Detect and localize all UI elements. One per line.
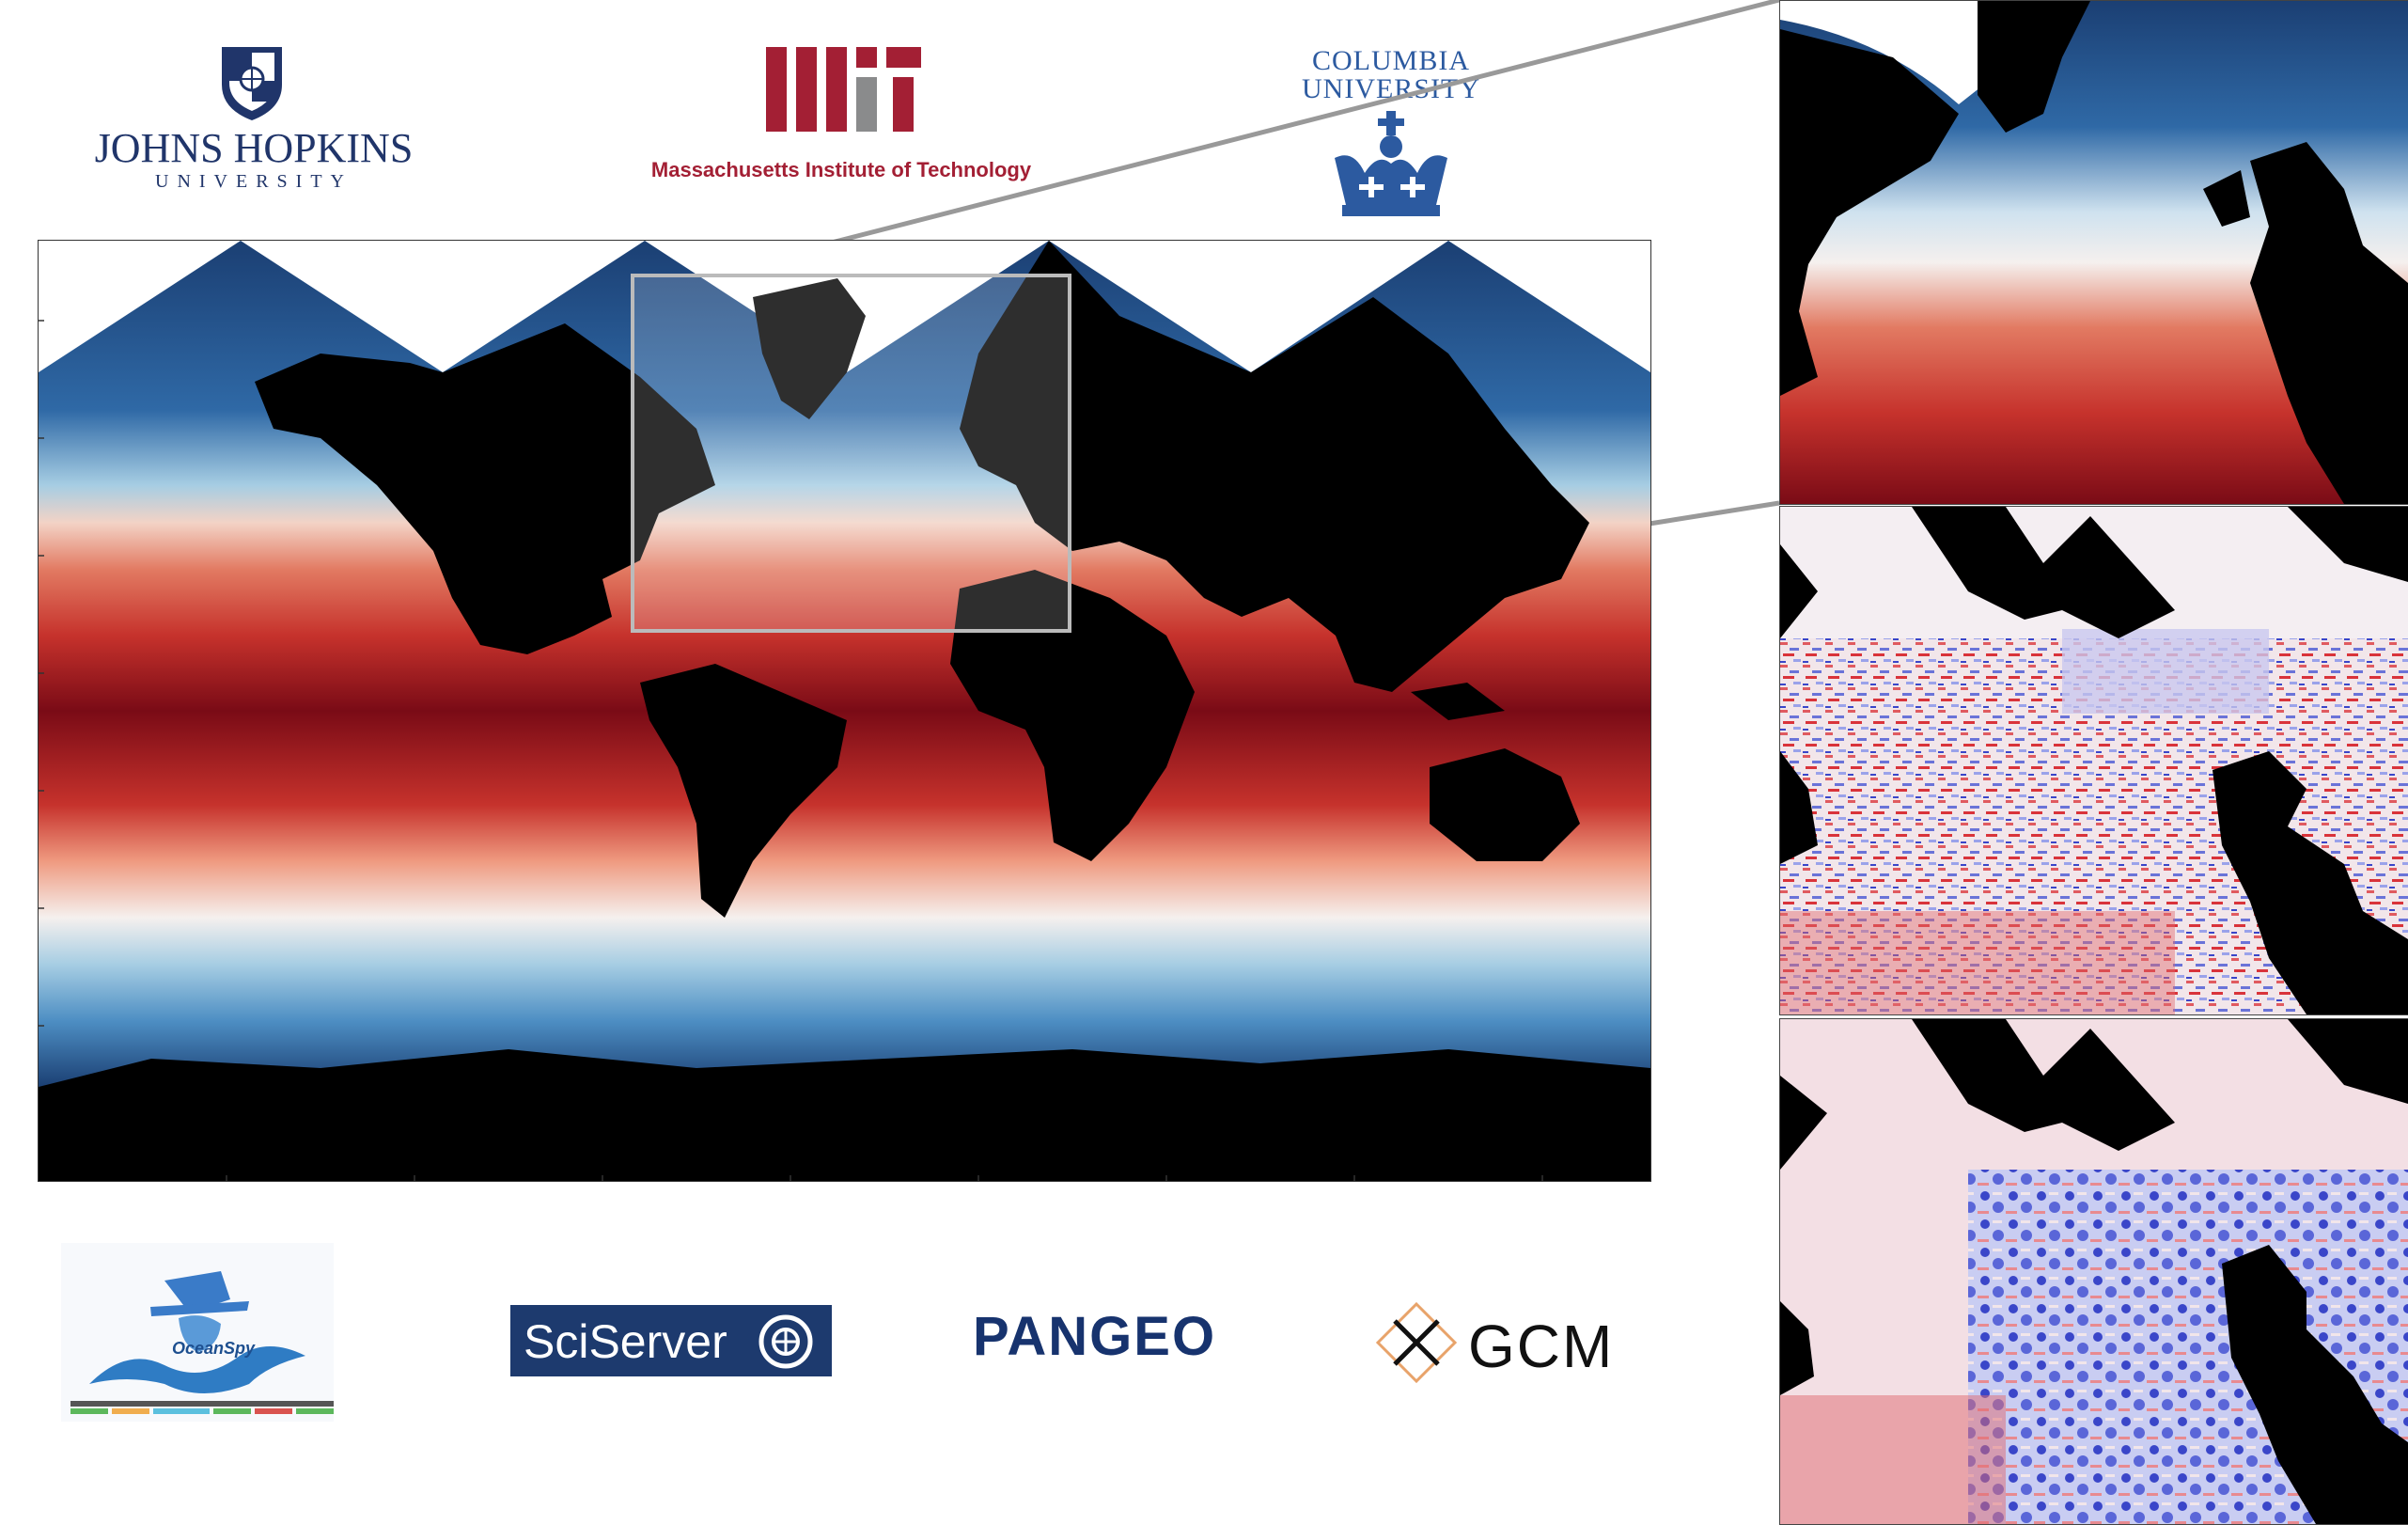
jhu-name: JOHNS HOPKINS xyxy=(94,125,414,171)
sciserver-logo: SciServer xyxy=(510,1305,832,1376)
oceanspy-name: OceanSpy xyxy=(172,1339,256,1358)
north-atlantic-temperature-inset xyxy=(1779,0,2408,505)
oceanspy-logo: OceanSpy xyxy=(61,1243,334,1422)
columbia-university: UNIVERSITY xyxy=(1302,73,1480,104)
zoom-region-box xyxy=(631,274,1071,633)
xgcm-name: GCM xyxy=(1468,1313,1615,1380)
pangeo-logo: PANGEO xyxy=(973,1305,1217,1371)
mit-name: Massachusetts Institute of Technology xyxy=(650,158,1032,181)
jhu-shield-icon xyxy=(222,47,282,120)
north-atlantic-anomaly-inset-2 xyxy=(1779,1018,2408,1525)
north-atlantic-anomaly-inset-1 xyxy=(1779,506,2408,1015)
pangeo-name: PANGEO xyxy=(973,1306,1217,1367)
columbia-name: COLUMBIA xyxy=(1311,45,1470,76)
jhu-subtitle: UNIVERSITY xyxy=(155,171,352,192)
global-temperature-map xyxy=(38,240,1651,1182)
xgcm-logo: GCM xyxy=(1374,1300,1628,1385)
sciserver-globe-icon xyxy=(758,1314,813,1369)
johns-hopkins-logo: JOHNS HOPKINS UNIVERSITY xyxy=(94,38,414,197)
xgcm-diamond-icon xyxy=(1375,1301,1458,1384)
oceanspy-icon: OceanSpy xyxy=(61,1243,334,1422)
crown-icon xyxy=(1335,111,1447,216)
mit-logo: Massachusetts Institute of Technology xyxy=(620,47,1062,197)
columbia-logo: COLUMBIA UNIVERSITY xyxy=(1278,45,1504,224)
mit-wordmark-icon xyxy=(766,47,921,132)
land-masses xyxy=(39,241,1650,1181)
sciserver-name: SciServer xyxy=(524,1315,727,1368)
